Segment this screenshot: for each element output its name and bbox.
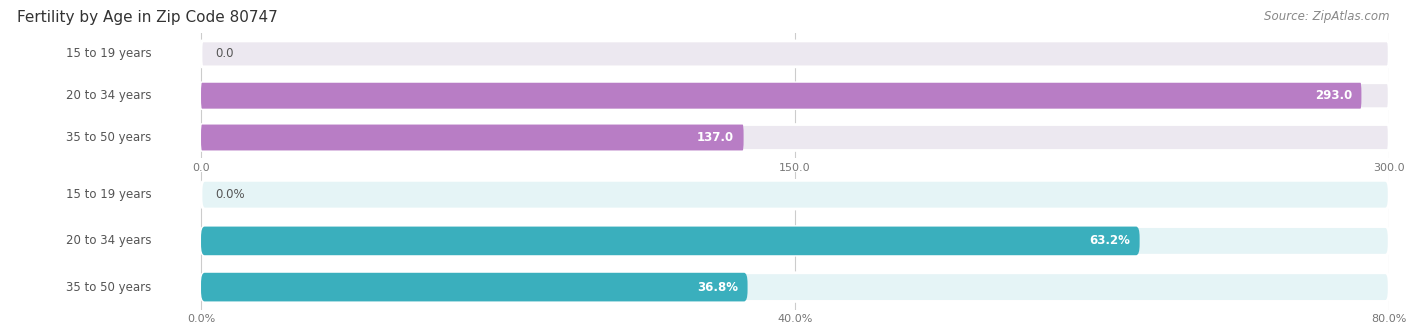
Text: 0.0: 0.0 — [215, 48, 233, 60]
FancyBboxPatch shape — [24, 181, 194, 209]
FancyBboxPatch shape — [201, 41, 1389, 67]
Text: 15 to 19 years: 15 to 19 years — [66, 188, 152, 201]
Text: 20 to 34 years: 20 to 34 years — [66, 234, 152, 248]
FancyBboxPatch shape — [24, 41, 194, 67]
Text: 0.0%: 0.0% — [215, 188, 245, 201]
FancyBboxPatch shape — [201, 124, 1389, 150]
Text: 63.2%: 63.2% — [1090, 234, 1130, 248]
FancyBboxPatch shape — [24, 227, 194, 255]
Text: 35 to 50 years: 35 to 50 years — [66, 131, 152, 144]
FancyBboxPatch shape — [24, 83, 194, 109]
Text: 20 to 34 years: 20 to 34 years — [66, 89, 152, 102]
Text: Source: ZipAtlas.com: Source: ZipAtlas.com — [1264, 10, 1389, 23]
Text: 36.8%: 36.8% — [697, 280, 738, 294]
FancyBboxPatch shape — [24, 273, 194, 301]
FancyBboxPatch shape — [24, 124, 194, 150]
FancyBboxPatch shape — [201, 273, 1389, 301]
Text: 137.0: 137.0 — [697, 131, 734, 144]
FancyBboxPatch shape — [201, 227, 1389, 255]
Text: 293.0: 293.0 — [1315, 89, 1353, 102]
FancyBboxPatch shape — [201, 124, 744, 150]
Text: 15 to 19 years: 15 to 19 years — [66, 48, 152, 60]
Text: Fertility by Age in Zip Code 80747: Fertility by Age in Zip Code 80747 — [17, 10, 277, 25]
FancyBboxPatch shape — [201, 83, 1389, 109]
FancyBboxPatch shape — [201, 181, 1389, 209]
FancyBboxPatch shape — [201, 83, 1361, 109]
FancyBboxPatch shape — [201, 273, 748, 301]
FancyBboxPatch shape — [201, 227, 1140, 255]
Text: 35 to 50 years: 35 to 50 years — [66, 280, 152, 294]
